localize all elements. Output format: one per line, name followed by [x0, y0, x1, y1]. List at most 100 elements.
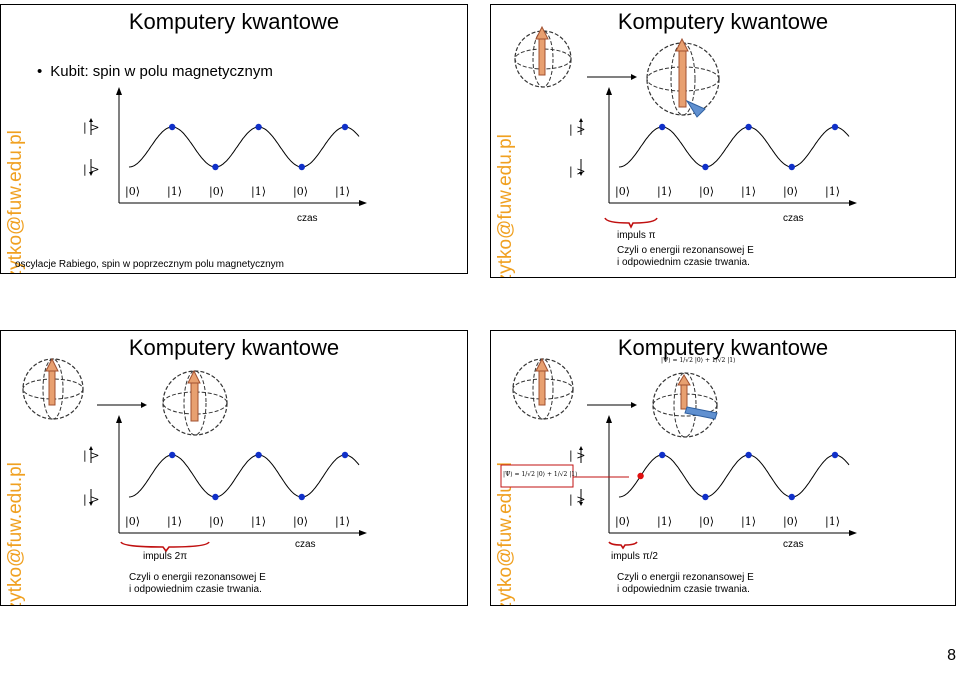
slide-2: Jacek.Szczytko@fuw.edu.pl Komputery kwan…	[490, 4, 956, 278]
state-dot	[298, 493, 305, 501]
spin-down-arrow-head	[579, 502, 583, 506]
ket-label: |0⟩	[125, 185, 140, 199]
spin-down-label: | >	[569, 165, 586, 178]
state-dot	[659, 123, 666, 131]
state-dot	[341, 451, 349, 459]
spin-up-label: | >	[83, 121, 100, 134]
x-axis-arrow	[849, 200, 857, 206]
ket-label: |1⟩	[657, 515, 672, 529]
ket-label: |0⟩	[699, 185, 714, 199]
time-axis-label: czas	[295, 539, 316, 550]
time-axis-label: czas	[297, 213, 318, 224]
spin-up-arrow-head	[89, 446, 93, 450]
time-axis-label: czas	[783, 213, 804, 224]
x-axis-arrow	[359, 200, 367, 206]
ket-label: |1⟩	[825, 185, 840, 199]
state-dot-red	[637, 472, 644, 480]
spin-up-label: | >	[569, 449, 586, 462]
rabi-curve	[618, 454, 850, 498]
ket-label: |1⟩	[657, 185, 672, 199]
slide-caption: Czyli o energii rezonansowej E i odpowie…	[129, 572, 266, 596]
caption-line: Czyli o energii rezonansowej E	[617, 245, 754, 256]
rabi-plot: |0⟩ |1⟩ |0⟩ |1⟩ |0⟩ |1⟩	[500, 357, 857, 550]
spin-up-label: | >	[83, 449, 100, 462]
y-axis-arrow	[606, 87, 612, 95]
state-dot	[255, 451, 262, 459]
state-dot	[298, 163, 305, 171]
rabi-plot: |0⟩ |1⟩ |0⟩ |1⟩ |0⟩ |1⟩	[22, 357, 367, 553]
caption-line: Czyli o energii rezonansowej E	[129, 572, 266, 583]
ket-label: |1⟩	[825, 515, 840, 529]
pulse-label: impuls π/2	[611, 551, 658, 562]
pulse-label: impuls π	[617, 230, 656, 241]
ket-label: |1⟩	[167, 185, 182, 199]
slide-caption: Czyli o energii rezonansowej E i odpowie…	[617, 572, 754, 596]
state-dot	[169, 451, 176, 459]
bullet-text: Kubit: spin w polu magnetycznym	[37, 63, 273, 80]
ket-label: |0⟩	[125, 515, 140, 529]
y-axis-arrow	[606, 415, 612, 423]
spin-down-label: | >	[569, 493, 586, 506]
state-dot	[212, 493, 219, 501]
y-axis-arrow	[116, 415, 122, 423]
rabi-plot: |0⟩ |1⟩ |0⟩ |1⟩ |0⟩ |1⟩	[514, 25, 857, 229]
ket-label: |0⟩	[293, 515, 308, 529]
ket-label: |0⟩	[783, 185, 798, 199]
rabi-curve	[618, 126, 850, 168]
bloch-sphere-icon	[652, 372, 718, 438]
rabi-curve	[128, 454, 360, 498]
ket-label: |0⟩	[209, 515, 224, 529]
ket-label: |0⟩	[783, 515, 798, 529]
pulse-label: impuls 2π	[143, 551, 188, 562]
slide-title: Komputery kwantowe	[617, 335, 829, 360]
ket-label: |0⟩	[615, 515, 630, 529]
slide-caption: Czyli o energii rezonansowej E i odpowie…	[617, 245, 754, 269]
state-dot	[831, 123, 839, 131]
bloch-sphere-icon	[162, 369, 228, 436]
page-number: 8	[947, 647, 956, 664]
state-dot	[745, 451, 752, 459]
ket-label: |1⟩	[335, 515, 350, 529]
ket-label: |1⟩	[741, 185, 756, 199]
rabi-curve	[128, 126, 360, 168]
state-dot	[702, 163, 709, 171]
ket-label: |1⟩	[251, 185, 266, 199]
state-dot	[255, 123, 262, 131]
caption-line: i odpowiednim czasie trwania.	[617, 584, 750, 595]
state-dot	[659, 451, 666, 459]
bloch-sphere-icon	[512, 357, 574, 420]
state-dot	[788, 493, 795, 501]
y-axis-arrow	[116, 87, 122, 95]
slide-caption: oscylacje Rabiego, spin w poprzecznym po…	[15, 259, 285, 270]
x-axis-arrow	[849, 530, 857, 536]
slide-1: Jacek.Szczytko@fuw.edu.pl Komputery kwan…	[0, 4, 468, 274]
ket-label: |1⟩	[335, 185, 350, 199]
ket-label: |0⟩	[699, 515, 714, 529]
slide-title: Komputery kwantowe	[128, 9, 340, 34]
spin-up-arrow-head	[579, 118, 583, 122]
ket-label: |0⟩	[209, 185, 224, 199]
ket-label: |0⟩	[615, 185, 630, 199]
x-axis-arrow	[359, 530, 367, 536]
slide-title: Komputery kwantowe	[128, 335, 340, 360]
spin-down-arrow-head	[579, 172, 583, 176]
spin-down-arrow-head	[89, 502, 93, 506]
state-dot	[745, 123, 752, 131]
state-dot	[341, 123, 349, 131]
state-dot	[788, 163, 795, 171]
bloch-sphere-icon	[22, 357, 84, 420]
spin-down-arrow-head	[89, 172, 93, 176]
rabi-plot: |0⟩ |1⟩ |0⟩ |1⟩ |0⟩ |1⟩	[89, 87, 367, 206]
state-dot	[169, 123, 176, 131]
state-dot	[831, 451, 839, 459]
ket-label: |1⟩	[741, 515, 756, 529]
bloch-sphere-icon	[646, 37, 720, 118]
slide-3: Jacek.Szczytko@fuw.edu.pl Komputery kwan…	[0, 330, 468, 606]
ket-label: |0⟩	[293, 185, 308, 199]
ket-label: |1⟩	[167, 515, 182, 529]
psi-formula-top: |Ψ⟩ = 1/√2 |0⟩ + 1/√2 |1⟩	[661, 357, 736, 364]
caption-line: i odpowiednim czasie trwania.	[129, 584, 262, 595]
spin-down-label: | >	[83, 493, 100, 506]
state-dot	[702, 493, 709, 501]
ket-label: |1⟩	[251, 515, 266, 529]
